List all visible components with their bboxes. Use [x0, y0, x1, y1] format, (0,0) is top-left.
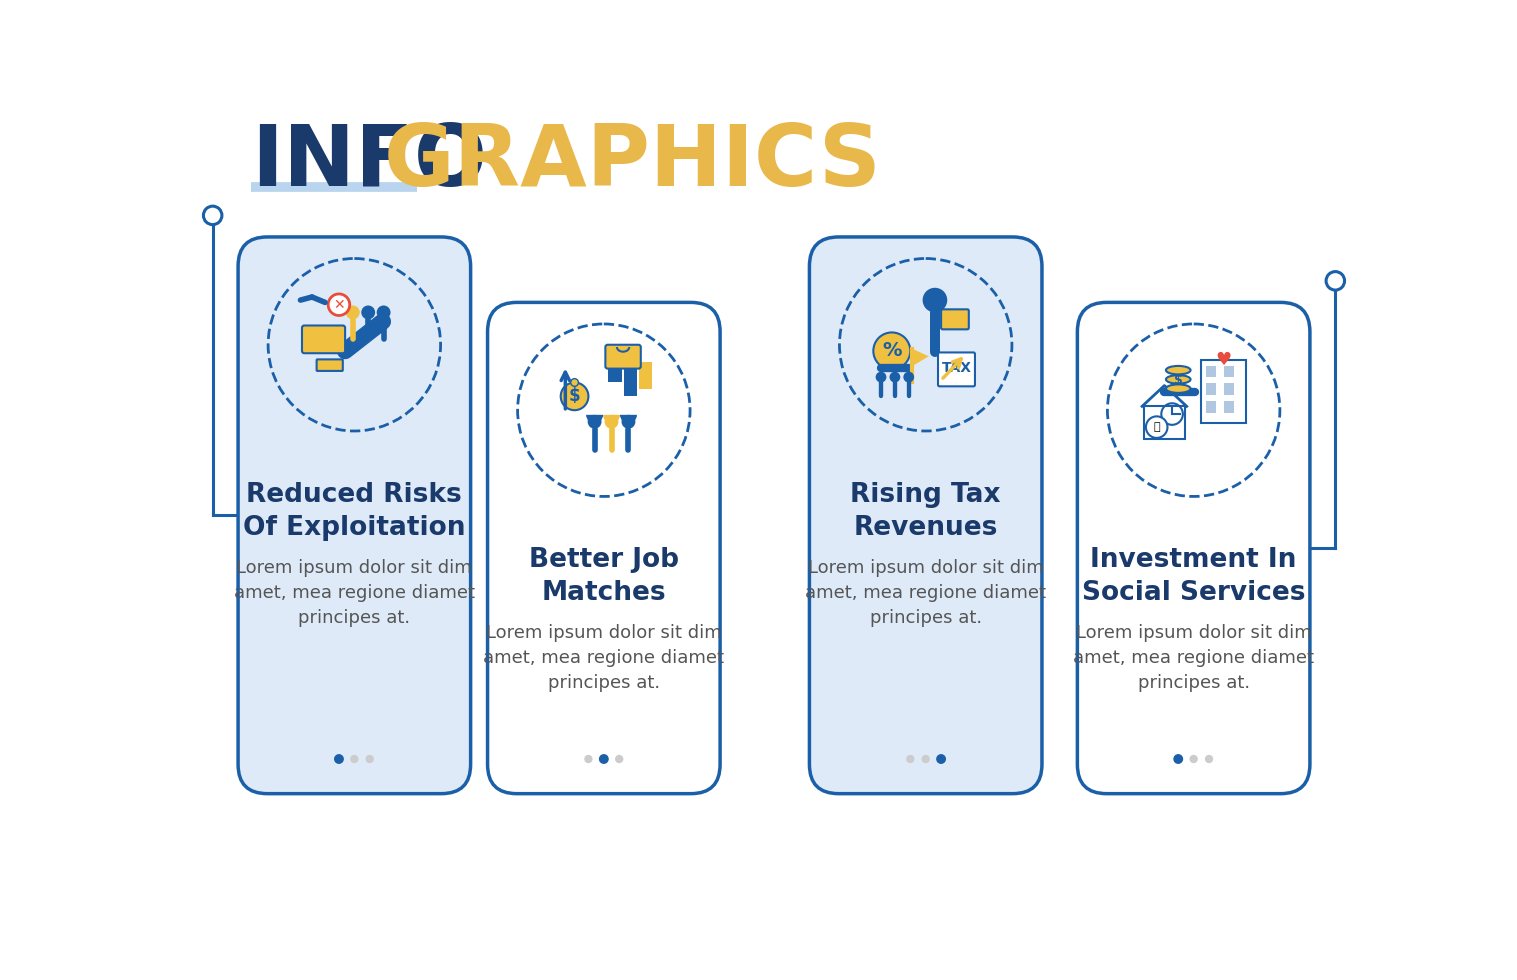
Circle shape	[335, 755, 343, 763]
Text: Lorem ipsum dolor sit dim
amet, mea regione diamet
principes at.: Lorem ipsum dolor sit dim amet, mea regi…	[806, 559, 1047, 627]
Circle shape	[350, 756, 358, 762]
Ellipse shape	[1167, 366, 1191, 374]
Circle shape	[203, 206, 221, 224]
FancyBboxPatch shape	[938, 353, 975, 386]
Bar	[1224, 366, 1235, 377]
Circle shape	[561, 382, 589, 411]
Circle shape	[922, 288, 947, 313]
Bar	[1206, 383, 1217, 395]
Circle shape	[1191, 756, 1197, 762]
Circle shape	[622, 415, 636, 428]
FancyBboxPatch shape	[941, 310, 969, 329]
Circle shape	[1145, 416, 1168, 438]
Text: Lorem ipsum dolor sit dim
amet, mea regione diamet
principes at.: Lorem ipsum dolor sit dim amet, mea regi…	[484, 624, 724, 692]
Polygon shape	[912, 349, 928, 367]
Text: ✕: ✕	[334, 298, 344, 312]
Text: Better Job
Matches: Better Job Matches	[529, 547, 678, 607]
Bar	[623, 363, 637, 396]
Bar	[1224, 383, 1235, 395]
Bar	[1224, 401, 1235, 413]
Circle shape	[366, 756, 373, 762]
Circle shape	[1206, 756, 1212, 762]
Wedge shape	[620, 415, 637, 423]
Circle shape	[376, 306, 390, 319]
FancyBboxPatch shape	[302, 325, 344, 353]
Circle shape	[587, 415, 602, 428]
FancyBboxPatch shape	[487, 303, 721, 794]
Circle shape	[616, 756, 622, 762]
Circle shape	[903, 371, 915, 382]
Circle shape	[874, 332, 910, 369]
Circle shape	[1174, 755, 1182, 763]
Text: ♥: ♥	[1215, 351, 1232, 369]
Bar	[1206, 366, 1217, 377]
Circle shape	[346, 306, 360, 319]
Text: Rising Tax
Revenues: Rising Tax Revenues	[851, 482, 1001, 541]
FancyBboxPatch shape	[605, 345, 640, 368]
Circle shape	[361, 306, 375, 319]
Text: Lorem ipsum dolor sit dim
amet, mea regione diamet
principes at.: Lorem ipsum dolor sit dim amet, mea regi…	[234, 559, 475, 627]
Circle shape	[922, 756, 928, 762]
Wedge shape	[586, 415, 604, 423]
Text: INFO: INFO	[252, 121, 487, 204]
Circle shape	[328, 294, 350, 316]
Bar	[608, 363, 622, 382]
Text: %: %	[881, 341, 901, 361]
Circle shape	[586, 756, 592, 762]
Circle shape	[875, 371, 886, 382]
FancyBboxPatch shape	[238, 237, 470, 794]
Ellipse shape	[1167, 384, 1191, 393]
Circle shape	[938, 755, 945, 763]
Circle shape	[907, 756, 913, 762]
Text: $: $	[569, 387, 581, 406]
Circle shape	[889, 371, 900, 382]
Bar	[1206, 401, 1217, 413]
Circle shape	[605, 415, 619, 428]
Text: Lorem ipsum dolor sit dim
amet, mea regione diamet
principes at.: Lorem ipsum dolor sit dim amet, mea regi…	[1073, 624, 1314, 692]
Bar	[1201, 361, 1245, 423]
Text: Investment In
Social Services: Investment In Social Services	[1082, 547, 1306, 607]
Text: $: $	[1174, 374, 1183, 387]
Bar	[639, 363, 652, 389]
Circle shape	[1326, 271, 1344, 290]
Text: GRAPHICS: GRAPHICS	[384, 121, 881, 204]
FancyBboxPatch shape	[1077, 303, 1309, 794]
Wedge shape	[604, 415, 620, 423]
FancyBboxPatch shape	[317, 360, 343, 371]
FancyBboxPatch shape	[810, 237, 1042, 794]
Circle shape	[599, 755, 608, 763]
Ellipse shape	[1167, 375, 1191, 383]
Bar	[1144, 407, 1185, 439]
Text: TAX: TAX	[942, 361, 971, 375]
Circle shape	[570, 378, 578, 386]
Text: Reduced Risks
Of Exploitation: Reduced Risks Of Exploitation	[243, 482, 466, 541]
Text: 🎓: 🎓	[1153, 422, 1161, 432]
